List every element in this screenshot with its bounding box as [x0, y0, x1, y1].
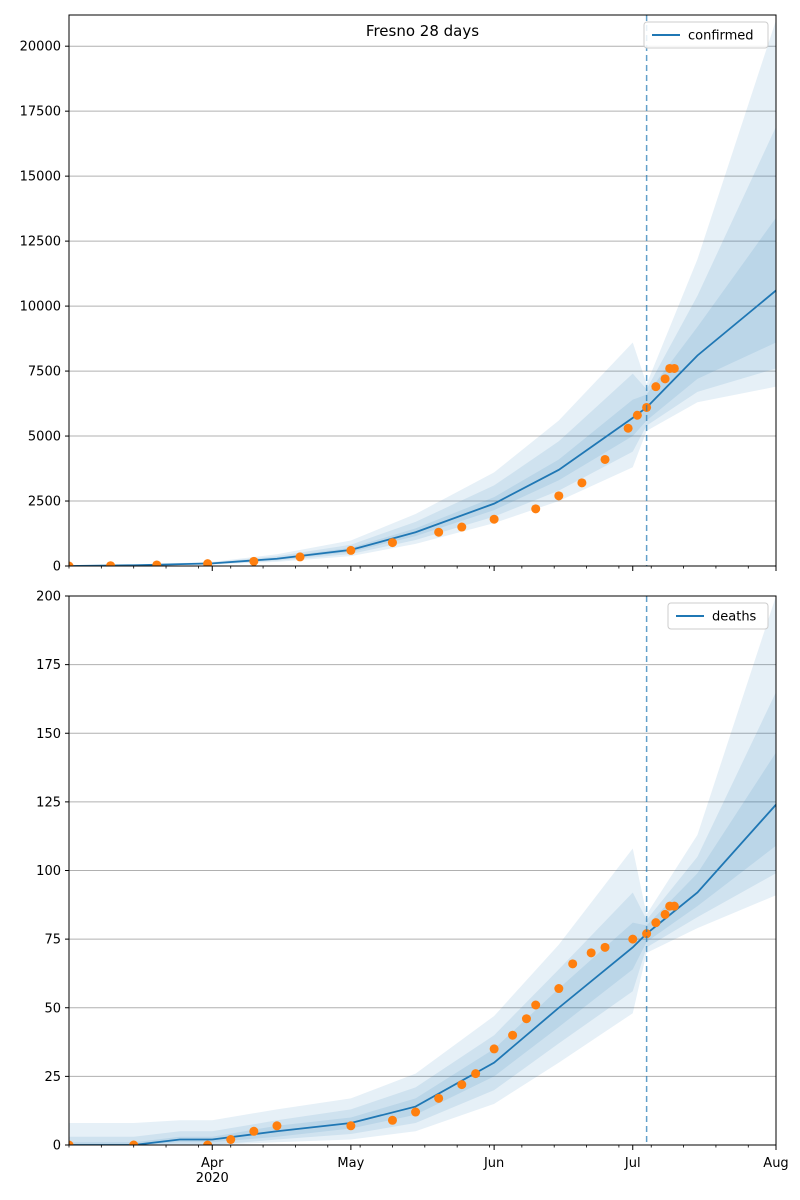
x-tick-label: Apr [201, 1156, 224, 1171]
y-tick-label: 17500 [20, 105, 61, 120]
legend-label: confirmed [688, 29, 754, 44]
data-point [106, 561, 116, 566]
uncertainty-band-3 [69, 20, 776, 566]
y-tick-label: 75 [44, 933, 61, 948]
y-tick-label: 5000 [28, 430, 61, 445]
data-point [457, 1080, 467, 1090]
data-point [508, 1030, 518, 1040]
data-point [568, 959, 578, 969]
y-tick-label: 125 [36, 795, 61, 810]
series-line-confirmed [69, 289, 776, 566]
plot-area [69, 20, 776, 566]
data-point [295, 552, 305, 562]
y-tick-label: 7500 [28, 365, 61, 380]
data-point [623, 423, 633, 433]
uncertainty-band-2 [69, 126, 776, 566]
x-tick-label: Jun [483, 1156, 504, 1171]
y-tick-label: 200 [36, 590, 61, 605]
plot-area [69, 596, 776, 1145]
data-point [152, 560, 162, 566]
uncertainty-band-2 [69, 692, 776, 1145]
data-point [249, 556, 259, 566]
data-point [651, 382, 661, 392]
data-point [457, 522, 467, 532]
y-tick-label: 50 [44, 1001, 61, 1016]
data-point [387, 1115, 397, 1125]
data-point [521, 1014, 531, 1024]
y-tick-label: 20000 [20, 40, 61, 55]
data-point [642, 929, 652, 939]
data-point [434, 527, 444, 537]
data-point [531, 504, 541, 514]
data-point [586, 948, 596, 958]
data-point [434, 1093, 444, 1103]
data-point [628, 934, 638, 944]
data-point [554, 491, 564, 501]
data-point [489, 514, 499, 524]
data-point [600, 942, 610, 952]
y-tick-label: 0 [53, 1139, 61, 1154]
data-point [632, 410, 642, 420]
chart-1: 0 2500 5000 7500 10000 12500 15000 17500 20000 Fr… [20, 14, 777, 575]
axes-frame [68, 14, 777, 567]
data-point [669, 901, 679, 911]
x-tick-label: Aug [763, 1156, 788, 1171]
y-tick-label: 25 [44, 1070, 61, 1085]
data-point [660, 374, 670, 384]
y-tick-label: 15000 [20, 170, 61, 185]
data-point [203, 559, 213, 566]
chart-title: Fresno 28 days [366, 22, 479, 40]
data-point [387, 538, 397, 548]
data-point [577, 478, 587, 488]
y-tick-label: 175 [36, 658, 61, 673]
legend: deaths [667, 602, 769, 630]
uncertainty-band-3 [69, 596, 776, 1145]
data-point [129, 1140, 139, 1145]
legend-label: deaths [712, 610, 757, 625]
legend-box [643, 21, 769, 49]
x-tick-sublabel: 2020 [196, 1171, 229, 1186]
y-tick-label: 150 [36, 727, 61, 742]
uncertainty-band-1 [69, 752, 776, 1145]
data-point [554, 984, 564, 994]
data-point [249, 1126, 259, 1136]
data-point [600, 454, 610, 464]
x-tick-label: May [337, 1156, 364, 1171]
y-tick-label: 0 [53, 560, 61, 575]
data-point [69, 1140, 74, 1145]
data-point [531, 1000, 541, 1010]
legend-box [667, 602, 769, 630]
y-tick-label: 10000 [20, 300, 61, 315]
data-point [346, 545, 356, 555]
data-point [346, 1121, 356, 1131]
data-point [411, 1107, 421, 1117]
data-point [660, 909, 670, 919]
data-point [651, 918, 661, 928]
data-point [489, 1044, 499, 1054]
legend: confirmed [643, 21, 769, 49]
data-point [69, 561, 74, 566]
data-point [272, 1121, 282, 1131]
y-tick-label: 12500 [20, 235, 61, 250]
data-point [471, 1069, 481, 1079]
data-point [203, 1140, 213, 1145]
y-tick-label: 2500 [28, 495, 61, 510]
data-point [669, 363, 679, 373]
y-tick-label: 100 [36, 864, 61, 879]
x-tick-label: Jul [624, 1156, 641, 1171]
data-point [226, 1135, 236, 1145]
